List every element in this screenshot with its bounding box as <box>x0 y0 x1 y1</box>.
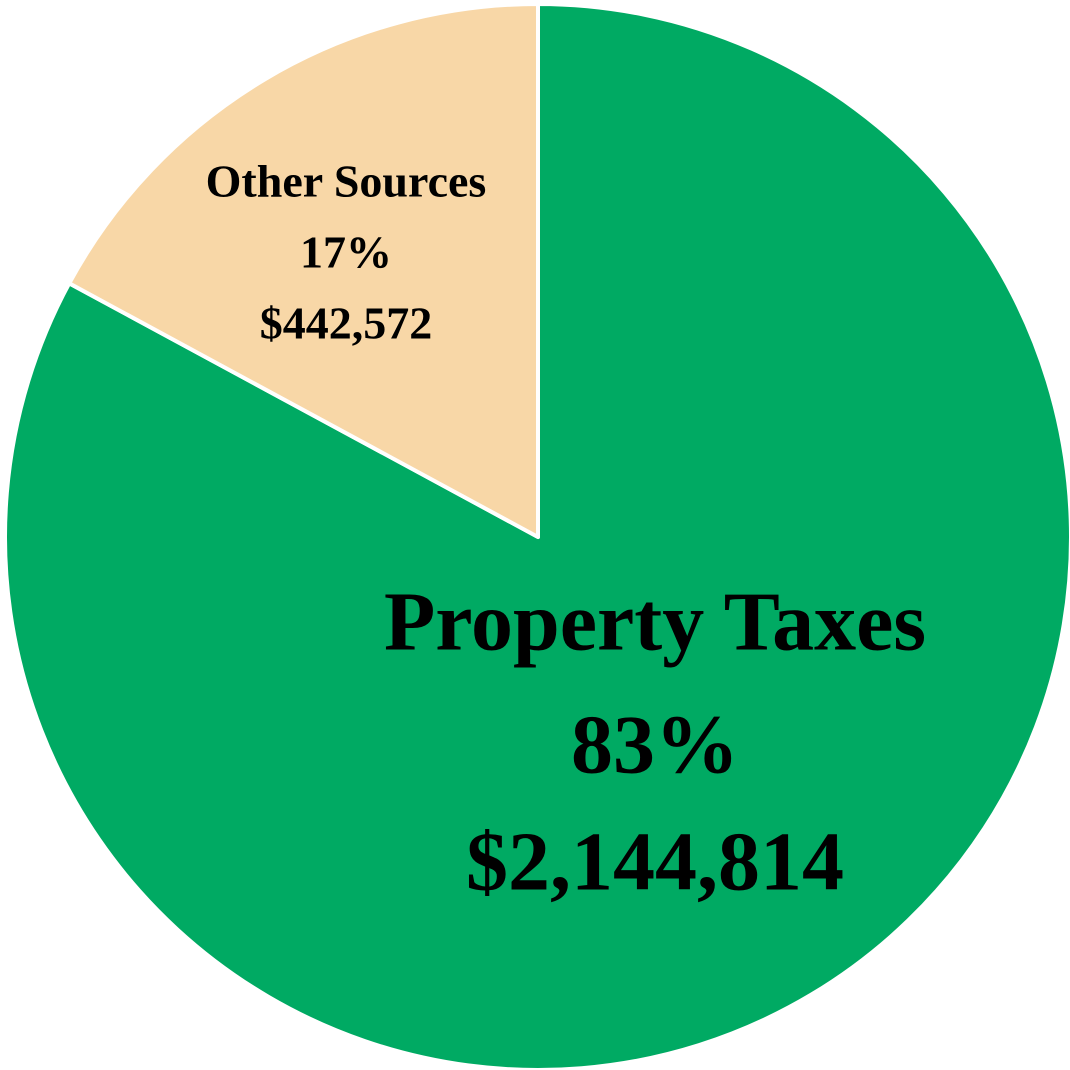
value-label: $442,572 <box>260 298 433 349</box>
pie-slice <box>67 2 540 539</box>
percent-label: 83% <box>571 698 739 791</box>
percent-label: 17% <box>300 227 392 278</box>
slice-label: Other Sources <box>206 156 487 207</box>
slice-label: Property Taxes <box>384 575 926 668</box>
value-label: $2,144,814 <box>466 815 844 908</box>
